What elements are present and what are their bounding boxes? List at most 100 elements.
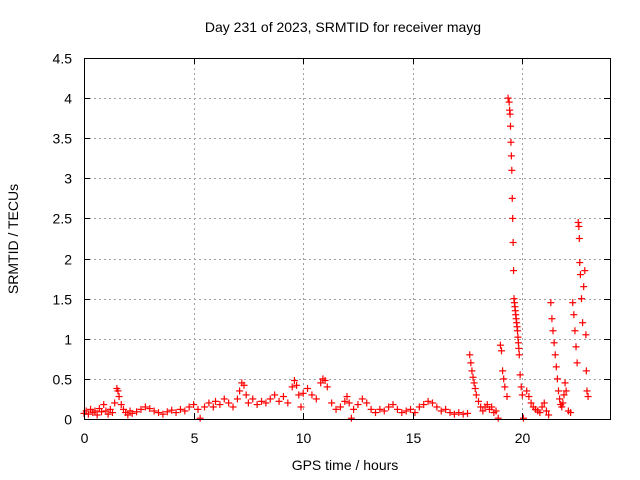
data-point — [240, 381, 248, 389]
data-point — [506, 122, 514, 130]
data-point — [470, 379, 478, 387]
data-point — [100, 401, 108, 409]
data-point — [137, 405, 145, 413]
data-point — [407, 405, 415, 413]
data-point — [345, 399, 353, 407]
data-point — [514, 327, 522, 335]
data-point — [350, 405, 358, 413]
data-point — [236, 387, 244, 395]
data-point — [385, 403, 393, 411]
y-tick-label: 4 — [64, 91, 72, 107]
data-point — [293, 381, 301, 389]
data-point — [290, 376, 298, 384]
data-point — [328, 399, 336, 407]
data-point — [266, 395, 274, 403]
data-point — [556, 395, 564, 403]
data-point — [343, 393, 351, 401]
data-point — [459, 410, 467, 418]
data-point — [176, 405, 184, 413]
data-point — [469, 373, 477, 381]
data-point — [575, 222, 583, 230]
data-point — [420, 401, 428, 409]
data-point — [496, 341, 504, 349]
data-point — [244, 399, 252, 407]
data-point — [411, 409, 419, 417]
data-point — [475, 397, 482, 405]
data-point — [506, 110, 514, 118]
y-tick-label: 1.5 — [53, 292, 73, 308]
data-point — [507, 152, 515, 160]
data-point — [332, 405, 340, 413]
data-point — [190, 401, 198, 409]
data-point — [525, 393, 533, 401]
data-point — [398, 409, 406, 417]
data-point — [499, 367, 507, 375]
data-point — [464, 409, 472, 417]
x-tick-label: 10 — [296, 430, 312, 446]
data-point — [576, 271, 584, 279]
data-point — [114, 387, 122, 395]
data-point — [569, 299, 577, 307]
data-point — [446, 409, 454, 417]
data-point — [288, 383, 296, 391]
data-point — [262, 399, 270, 407]
data-point — [275, 397, 283, 405]
data-point — [258, 397, 266, 405]
data-point — [297, 403, 305, 411]
data-point — [299, 389, 307, 397]
data-point — [562, 387, 570, 395]
data-point — [367, 405, 375, 413]
data-point — [159, 410, 167, 418]
data-point — [567, 409, 575, 417]
data-point — [518, 391, 526, 399]
data-point — [150, 407, 158, 415]
data-point — [582, 367, 590, 375]
data-point — [358, 395, 366, 403]
data-point — [523, 387, 531, 395]
data-point — [233, 395, 241, 403]
data-point — [501, 383, 509, 391]
data-point — [317, 379, 325, 387]
data-point — [508, 194, 516, 202]
data-point — [515, 344, 523, 352]
data-point — [376, 405, 384, 413]
data-point — [516, 371, 524, 379]
data-point — [527, 399, 535, 407]
data-point — [572, 343, 580, 351]
data-point — [389, 401, 397, 409]
data-point — [347, 414, 355, 422]
data-point — [380, 407, 388, 415]
ticks-layer: 0 0.5 1 1.5 2 2.5 3 3.5 4 4.5 0 5 10 15 20 — [53, 51, 610, 446]
data-point — [510, 267, 518, 275]
data-point — [542, 407, 550, 415]
data-point — [196, 414, 204, 422]
data-point — [185, 403, 193, 411]
data-point — [504, 94, 512, 102]
data-point — [494, 414, 502, 422]
points-layer — [80, 94, 592, 422]
data-point — [561, 379, 569, 387]
data-point — [479, 407, 487, 415]
data-point — [209, 403, 217, 411]
data-point — [133, 408, 141, 416]
data-point — [466, 351, 474, 359]
data-point — [295, 391, 303, 399]
data-point — [225, 399, 233, 407]
data-point — [216, 401, 224, 409]
data-point — [253, 401, 261, 409]
data-point — [574, 218, 582, 226]
data-point — [336, 403, 344, 411]
data-point — [576, 259, 584, 267]
data-point — [433, 403, 441, 411]
data-point — [505, 98, 513, 106]
data-point — [540, 399, 548, 407]
data-point — [579, 319, 587, 327]
data-point — [509, 214, 517, 222]
data-point — [205, 399, 213, 407]
data-point — [415, 403, 423, 411]
data-point — [575, 235, 583, 242]
data-point — [117, 401, 125, 409]
y-tick-label: 3.5 — [53, 131, 73, 147]
data-point — [371, 409, 379, 417]
data-point — [488, 403, 496, 411]
